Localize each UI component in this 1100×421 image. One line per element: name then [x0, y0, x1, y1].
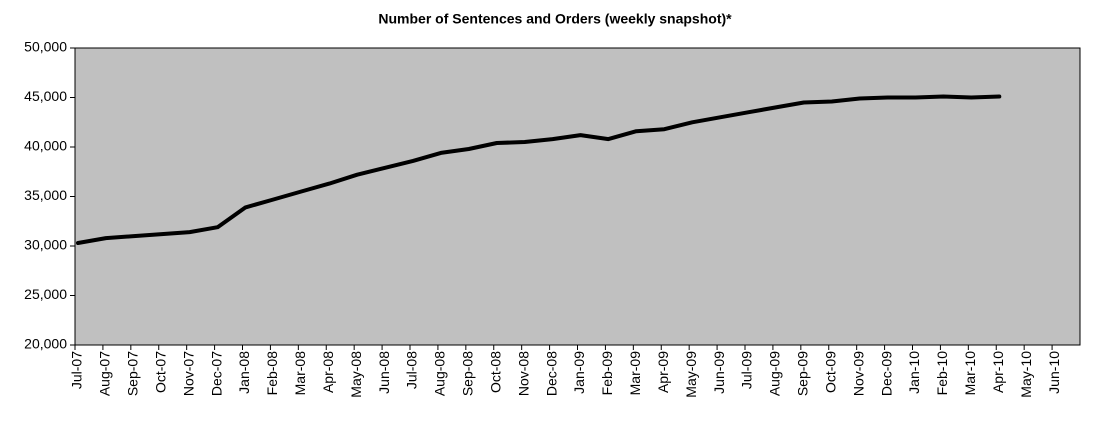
- y-tick-label: 45,000: [24, 88, 67, 104]
- x-tick-label: Apr-08: [320, 351, 336, 393]
- x-tick-label: May-08: [348, 351, 364, 398]
- x-tick-label: Mar-10: [962, 351, 978, 396]
- x-tick-label: Jan-09: [571, 351, 587, 394]
- x-tick-label: Jan-10: [906, 351, 922, 394]
- x-tick-label: Mar-08: [292, 351, 308, 396]
- x-tick-label: Jun-08: [376, 351, 392, 394]
- x-tick-label: Apr-09: [655, 351, 671, 393]
- x-tick-label: Nov-08: [515, 351, 531, 396]
- x-tick-label: Mar-09: [627, 351, 643, 396]
- x-tick-label: Dec-09: [878, 351, 894, 396]
- x-tick-label: Jan-08: [236, 351, 252, 394]
- x-tick-label: Jun-10: [1046, 351, 1062, 394]
- x-tick-label: Jul-09: [739, 351, 755, 389]
- x-tick-label: Nov-09: [850, 351, 866, 396]
- x-tick-label: Apr-10: [990, 351, 1006, 393]
- x-tick-label: Jul-08: [404, 351, 420, 389]
- y-tick-label: 30,000: [24, 237, 67, 253]
- y-tick-label: 25,000: [24, 286, 67, 302]
- x-tick-label: Aug-07: [97, 351, 113, 396]
- x-tick-label: Jul-07: [69, 351, 85, 389]
- data-line: [76, 94, 1002, 245]
- y-tick-label: 50,000: [24, 39, 67, 55]
- x-tick-label: Aug-08: [432, 351, 448, 396]
- x-tick-label: Oct-08: [487, 351, 503, 393]
- x-tick-label: May-10: [1018, 351, 1034, 398]
- x-tick-label: Feb-08: [264, 351, 280, 396]
- x-tick-label: Nov-07: [180, 351, 196, 396]
- x-tick-label: Sep-09: [795, 351, 811, 396]
- x-tick-label: Dec-07: [208, 351, 224, 396]
- y-tick-label: 20,000: [24, 336, 67, 352]
- x-tick-label: Feb-10: [934, 351, 950, 396]
- y-tick-label: 40,000: [24, 138, 67, 154]
- y-tick-label: 35,000: [24, 187, 67, 203]
- x-tick-label: Sep-07: [125, 351, 141, 396]
- x-tick-label: Oct-09: [822, 351, 838, 393]
- x-tick-label: Aug-09: [767, 351, 783, 396]
- x-tick-label: Feb-09: [599, 351, 615, 396]
- x-tick-label: Oct-07: [152, 351, 168, 393]
- x-tick-label: Dec-08: [543, 351, 559, 396]
- chart-title: Number of Sentences and Orders (weekly s…: [378, 11, 732, 27]
- x-tick-label: Jun-09: [711, 351, 727, 394]
- plot-area: [74, 47, 1081, 346]
- x-tick-label: Sep-08: [460, 351, 476, 396]
- x-tick-label: May-09: [683, 351, 699, 398]
